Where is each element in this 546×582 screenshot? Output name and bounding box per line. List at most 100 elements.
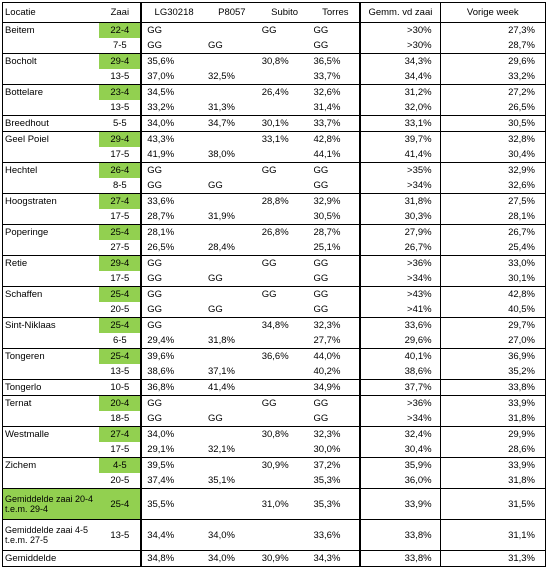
vorige-week-cell: 29,6%: [439, 53, 546, 69]
p8057-cell: 31,9%: [208, 211, 235, 222]
vorige-week-cell: 33,2%: [439, 69, 546, 85]
header-row: Locatie Zaai LG30218 P8057 Subito Torres…: [2, 2, 546, 23]
table-row: Tongerlo 10-5 36,8% 41,4% 34,9% 37,7% 33,8%: [2, 379, 546, 396]
sowing-date-cell: 13-5: [110, 366, 130, 377]
sowing-date-cell: 25-4: [99, 286, 142, 302]
subito-cell: 30,1%: [257, 115, 310, 132]
p8057-cell: [203, 317, 258, 333]
vorige-week-cell: 36,9%: [439, 348, 546, 364]
vorige-week-cell: 28,7%: [439, 38, 546, 54]
sowing-date-cell: 25-4: [99, 348, 142, 364]
torres-cell: 28,7%: [309, 224, 361, 240]
vorige-week-cell: 33,0%: [439, 255, 546, 271]
torres-cell: 44,1%: [313, 149, 341, 160]
gemm-vd-zaai-cell: 30,3%: [359, 209, 441, 225]
vorige-week-cell: 30,4%: [439, 147, 546, 163]
lg30218-cell: GG: [140, 22, 203, 38]
subito-cell: 34,8%: [257, 317, 310, 333]
location-cell: Poperinge: [2, 224, 100, 240]
sowing-date-cell: 17-5: [110, 444, 130, 455]
location-cell: [2, 473, 100, 489]
p8057-cell: [203, 84, 258, 100]
sowing-date-cell: 27-4: [99, 193, 142, 209]
table-row: Beitem 22-4 GG GG GG >30% 27,3%: [2, 22, 546, 38]
sowing-date-cell: 29-4: [99, 53, 142, 69]
header-torres: Torres: [309, 2, 361, 23]
p8057-cell: 41,4%: [203, 379, 258, 396]
table-row: 18-5 GG GG GG >34% 31,8%: [2, 411, 546, 427]
header-p8057: P8057: [203, 2, 258, 23]
gemm-vd-zaai-cell: >34%: [359, 271, 441, 287]
torres-cell: 31,4%: [313, 102, 341, 113]
vorige-week-cell: 31,8%: [439, 411, 546, 427]
table-row: Hoogstraten 27-4 33,6% 28,8% 32,9% 31,8% 27,5%: [2, 193, 546, 209]
sowing-date-cell: 8-5: [112, 180, 127, 191]
vorige-week-cell: 33,8%: [439, 379, 546, 396]
table-row: 8-5 GG GG GG >34% 32,6%: [2, 178, 546, 194]
torres-cell: 40,2%: [313, 366, 341, 377]
p8057-cell: 38,0%: [208, 149, 235, 160]
gemm-vd-zaai-cell: >30%: [359, 38, 441, 54]
vorige-week-cell: 33,9%: [439, 457, 546, 473]
torres-cell: 32,3%: [309, 426, 361, 442]
lg30218-cell: GG: [140, 271, 203, 287]
lg30218-cell: 37,4%: [140, 473, 203, 489]
p8057-cell: 31,8%: [208, 335, 235, 346]
table-row: Ternat 20-4 GG GG GG >36% 33,9%: [2, 395, 546, 411]
torres-cell: 33,7%: [309, 115, 361, 132]
lg30218-cell: 39,5%: [140, 457, 203, 473]
torres-cell: 44,0%: [309, 348, 361, 364]
subito-cell: GG: [257, 22, 310, 38]
p8057-cell: [203, 286, 258, 302]
table-row: 7-5 GG GG GG >30% 28,7%: [2, 38, 546, 54]
lg30218-cell: 34,0%: [140, 426, 203, 442]
subito-cell: GG: [257, 255, 310, 271]
average-sowing-date-cell: 25-4: [99, 488, 142, 520]
table-row: 17-5 29,1% 32,1% 30,0% 30,4% 28,6%: [2, 442, 546, 458]
gemm-vd-zaai-cell: 29,6%: [359, 333, 441, 349]
average-row: Gemiddelde 34,8% 34,0% 30,9% 34,3% 33,8% 31,3%: [2, 550, 546, 567]
table-row: 13-5 33,2% 31,3% 31,4% 32,0% 26,5%: [2, 100, 546, 116]
header-subito: Subito: [257, 2, 310, 23]
sowing-date-cell: 26-4: [99, 162, 142, 178]
table-row: 20-5 GG GG GG >41% 40,5%: [2, 302, 546, 318]
gemm-vd-zaai-cell: 30,4%: [359, 442, 441, 458]
location-cell: Hechtel: [2, 162, 100, 178]
sowing-date-cell: 20-4: [99, 395, 142, 411]
lg30218-cell: 35,6%: [140, 53, 203, 69]
gemm-vd-zaai-cell: 31,8%: [359, 193, 441, 209]
sowing-date-cell: 10-5: [99, 379, 142, 396]
table-row: 6-5 29,4% 31,8% 27,7% 29,6% 27,0%: [2, 333, 546, 349]
subito-cell: [258, 333, 310, 349]
average-gemm-vd-zaai-cell: 33,8%: [359, 519, 441, 551]
p8057-cell: [203, 131, 258, 147]
lg30218-cell: 26,5%: [140, 240, 203, 256]
subito-cell: [258, 69, 310, 85]
gemm-vd-zaai-cell: 26,7%: [359, 240, 441, 256]
sowing-date-cell: 13-5: [110, 71, 130, 82]
average-gemm-vd-zaai-cell: 33,8%: [359, 550, 441, 567]
average-vorige-week-cell: 31,1%: [439, 519, 546, 551]
vorige-week-cell: 25,4%: [439, 240, 546, 256]
p8057-cell: GG: [208, 273, 223, 284]
location-cell: [2, 411, 100, 427]
lg30218-cell: GG: [140, 162, 203, 178]
location-cell: [2, 147, 100, 163]
average-subito-cell: [257, 519, 310, 551]
torres-cell: GG: [309, 286, 361, 302]
vorige-week-cell: 32,6%: [439, 178, 546, 194]
sowing-date-cell: 20-5: [110, 475, 130, 486]
torres-cell: 25,1%: [313, 242, 341, 253]
gemm-vd-zaai-cell: 34,4%: [359, 69, 441, 85]
location-cell: [2, 69, 100, 85]
lg30218-cell: 34,0%: [140, 115, 203, 132]
vorige-week-cell: 28,6%: [439, 442, 546, 458]
torres-cell: GG: [309, 22, 361, 38]
average-sowing-date-cell: 13-5: [99, 519, 142, 551]
lg30218-cell: 33,2%: [140, 100, 203, 116]
subito-cell: [258, 38, 310, 54]
average-vorige-week-cell: 31,3%: [439, 550, 546, 567]
header-vorige-week: Vorige week: [439, 2, 546, 23]
table-row: Bocholt 29-4 35,6% 30,8% 36,5% 34,3% 29,6%: [2, 53, 546, 69]
location-cell: [2, 271, 100, 287]
